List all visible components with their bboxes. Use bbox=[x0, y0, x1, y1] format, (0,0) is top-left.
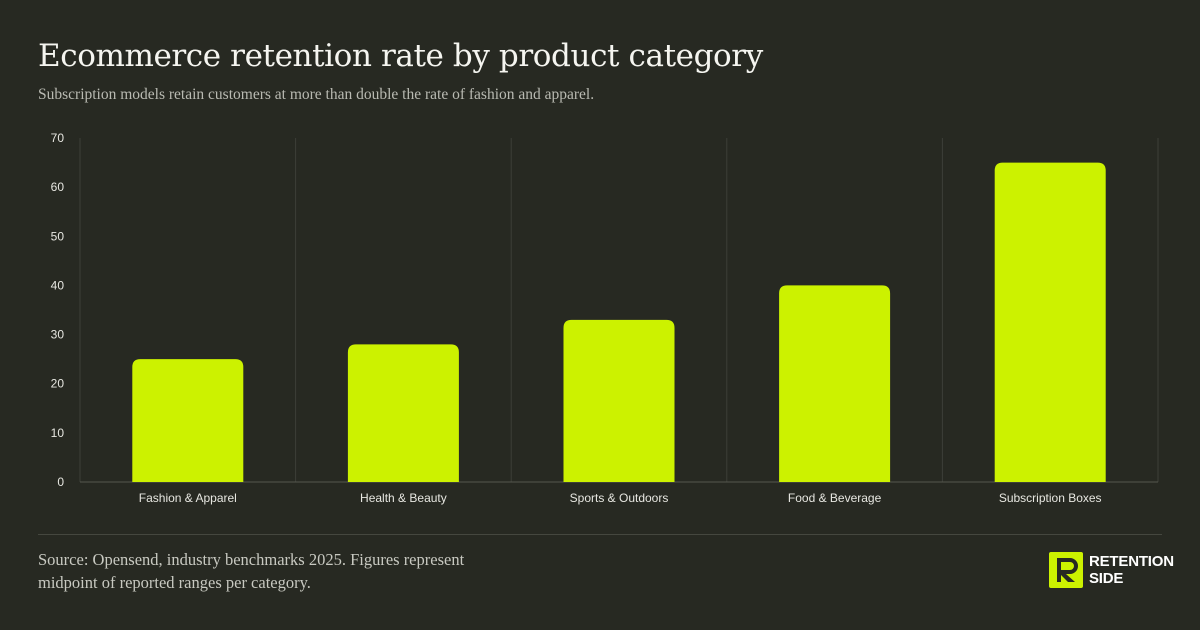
y-tick-label: 40 bbox=[51, 278, 65, 292]
brand-line-2: SIDE bbox=[1089, 570, 1124, 587]
bar bbox=[779, 285, 891, 482]
x-category-label: Subscription Boxes bbox=[999, 491, 1102, 505]
y-tick-label: 10 bbox=[51, 426, 65, 440]
bar bbox=[347, 344, 459, 482]
y-tick-label: 60 bbox=[51, 180, 65, 194]
x-category-label: Food & Beverage bbox=[788, 491, 882, 505]
bar bbox=[132, 359, 244, 482]
brand-mark-icon bbox=[1049, 552, 1083, 588]
source-note: Source: Opensend, industry benchmarks 20… bbox=[38, 550, 465, 592]
x-category-label: Sports & Outdoors bbox=[570, 491, 669, 505]
bar-chart: 0 10 20 30 40 50 60 70 Fashion & Apparel Health … bbox=[51, 131, 1159, 505]
brand-wordmark: RETENTION SIDE bbox=[1089, 553, 1174, 587]
x-category-label: Fashion & Apparel bbox=[139, 491, 237, 505]
y-tick-label: 20 bbox=[51, 377, 65, 391]
y-tick-label: 30 bbox=[51, 328, 65, 342]
bar-layer bbox=[132, 162, 1106, 483]
footer-divider bbox=[38, 534, 1162, 535]
y-tick-label: 70 bbox=[51, 131, 65, 145]
chart-title: Ecommerce retention rate by product cate… bbox=[38, 38, 763, 74]
y-axis: 0 10 20 30 40 50 60 70 bbox=[51, 131, 65, 489]
y-tick-label: 50 bbox=[51, 229, 65, 243]
bar bbox=[994, 162, 1106, 483]
x-category-label: Health & Beauty bbox=[360, 491, 447, 505]
y-tick-label: 0 bbox=[57, 475, 64, 489]
brand-line-1: RETENTION bbox=[1089, 553, 1174, 570]
x-axis: Fashion & Apparel Health & Beauty Sports &… bbox=[139, 491, 1102, 505]
brand-logo: RETENTION SIDE bbox=[1049, 552, 1174, 588]
chart-subtitle: Subscription models retain customers at … bbox=[38, 86, 595, 103]
bar bbox=[563, 319, 675, 482]
